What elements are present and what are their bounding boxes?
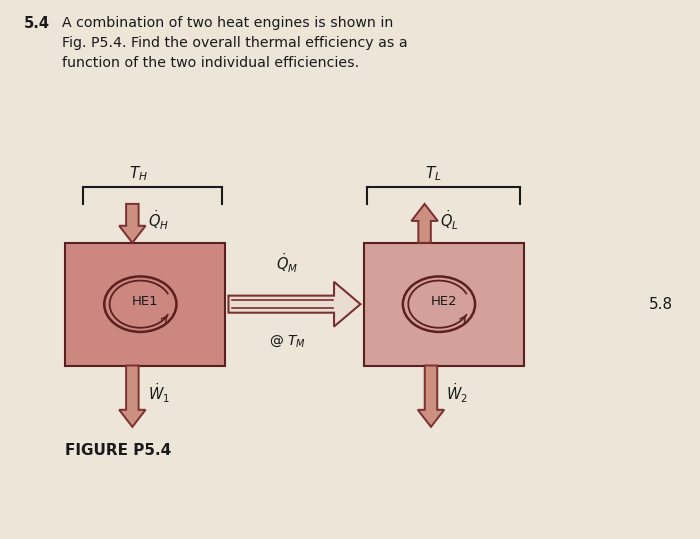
Polygon shape [119, 204, 146, 243]
Text: $\dot{Q}_H$: $\dot{Q}_H$ [148, 209, 169, 232]
Text: 5.8: 5.8 [649, 296, 673, 312]
Text: $T_H$: $T_H$ [129, 164, 148, 183]
Text: $\dot{Q}_M$: $\dot{Q}_M$ [276, 251, 299, 275]
FancyBboxPatch shape [65, 243, 225, 365]
FancyBboxPatch shape [364, 243, 524, 365]
Text: 5.4: 5.4 [24, 16, 50, 31]
Polygon shape [412, 204, 438, 243]
Text: A combination of two heat engines is shown in
Fig. P5.4. Find the overall therma: A combination of two heat engines is sho… [62, 16, 407, 70]
Polygon shape [418, 365, 444, 427]
Text: $T_L$: $T_L$ [425, 164, 442, 183]
Polygon shape [228, 282, 360, 327]
Text: $\dot{W}_2$: $\dot{W}_2$ [447, 382, 468, 405]
Text: HE2: HE2 [430, 295, 457, 308]
Text: $\dot{W}_1$: $\dot{W}_1$ [148, 382, 170, 405]
Polygon shape [119, 365, 146, 427]
Text: @ $T_M$: @ $T_M$ [269, 334, 306, 349]
Text: $\dot{Q}_L$: $\dot{Q}_L$ [440, 209, 459, 232]
Text: HE1: HE1 [132, 295, 158, 308]
Text: FIGURE P5.4: FIGURE P5.4 [65, 443, 172, 458]
